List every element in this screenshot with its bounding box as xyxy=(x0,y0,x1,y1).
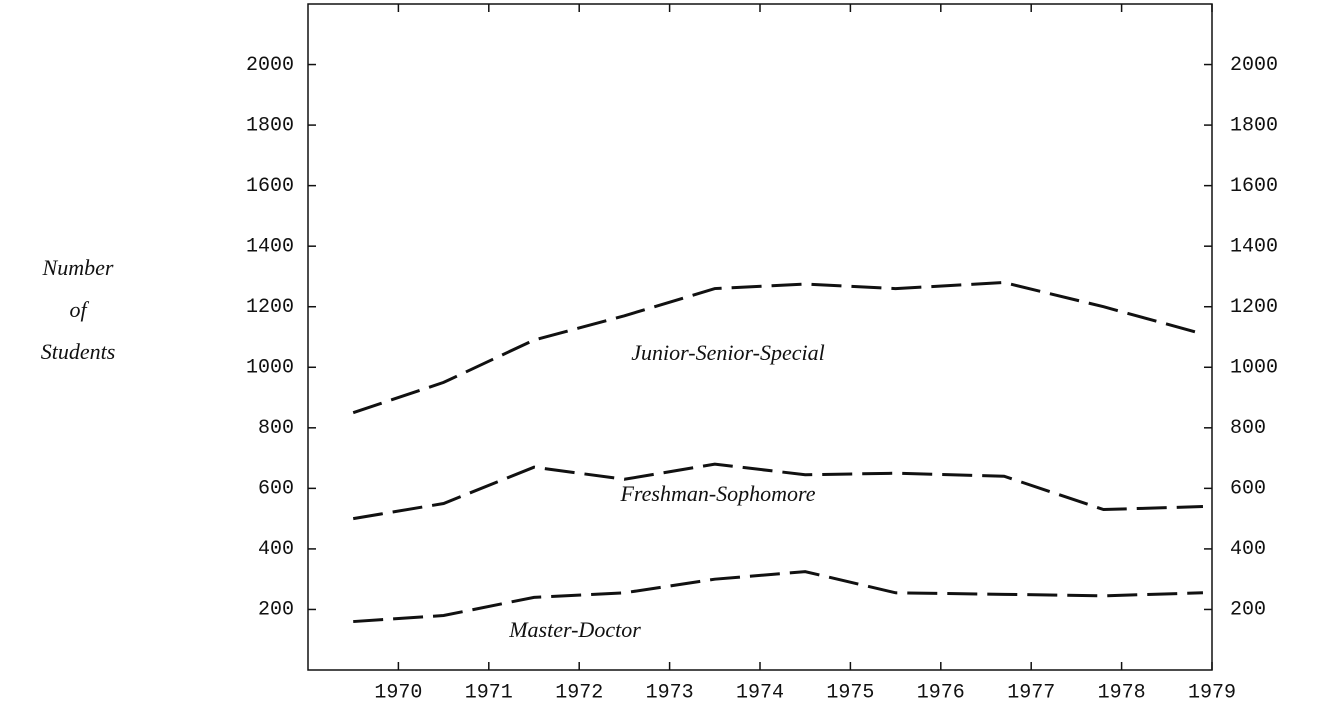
y-tick-label: 1000 xyxy=(246,357,294,380)
x-tick-label: 1972 xyxy=(555,681,603,704)
x-tick-label: 1971 xyxy=(465,681,513,704)
y-tick-label: 1400 xyxy=(246,235,294,258)
y-tick-label: 2000 xyxy=(246,54,294,77)
y2-tick-label: 1600 xyxy=(1230,175,1278,198)
y2-tick-label: 200 xyxy=(1230,599,1266,622)
y-tick-label: 1600 xyxy=(246,175,294,198)
y2-tick-label: 600 xyxy=(1230,478,1266,501)
series-label: Junior-Senior-Special xyxy=(631,340,824,365)
series-label: Freshman-Sophomore xyxy=(619,481,815,506)
x-tick-label: 1974 xyxy=(736,681,784,704)
x-tick-label: 1973 xyxy=(646,681,694,704)
x-tick-label: 1979 xyxy=(1188,681,1236,704)
x-tick-label: 1976 xyxy=(917,681,965,704)
y-tick-label: 400 xyxy=(258,538,294,561)
y2-tick-label: 400 xyxy=(1230,538,1266,561)
y2-tick-label: 1200 xyxy=(1230,296,1278,319)
series-line xyxy=(353,570,1204,624)
y-axis-label: of xyxy=(69,297,89,322)
y-axis-label: Students xyxy=(41,339,116,364)
y-tick-label: 200 xyxy=(258,599,294,622)
x-tick-label: 1975 xyxy=(826,681,874,704)
x-tick-label: 1970 xyxy=(374,681,422,704)
y2-tick-label: 800 xyxy=(1230,417,1266,440)
y-tick-label: 1800 xyxy=(246,114,294,137)
series-line xyxy=(352,462,1204,521)
plot-frame xyxy=(307,3,1213,671)
series-line xyxy=(352,280,1204,415)
y-axis-label: Number xyxy=(42,255,114,280)
y-tick-label: 1200 xyxy=(246,296,294,319)
x-tick-label: 1977 xyxy=(1007,681,1055,704)
y2-tick-label: 1000 xyxy=(1230,357,1278,380)
y2-tick-label: 1400 xyxy=(1230,235,1278,258)
y2-tick-label: 1800 xyxy=(1230,114,1278,137)
y-tick-label: 600 xyxy=(258,478,294,501)
y2-tick-label: 2000 xyxy=(1230,54,1278,77)
y-tick-label: 800 xyxy=(258,417,294,440)
x-tick-label: 1978 xyxy=(1098,681,1146,704)
series-label: Master-Doctor xyxy=(508,617,641,642)
